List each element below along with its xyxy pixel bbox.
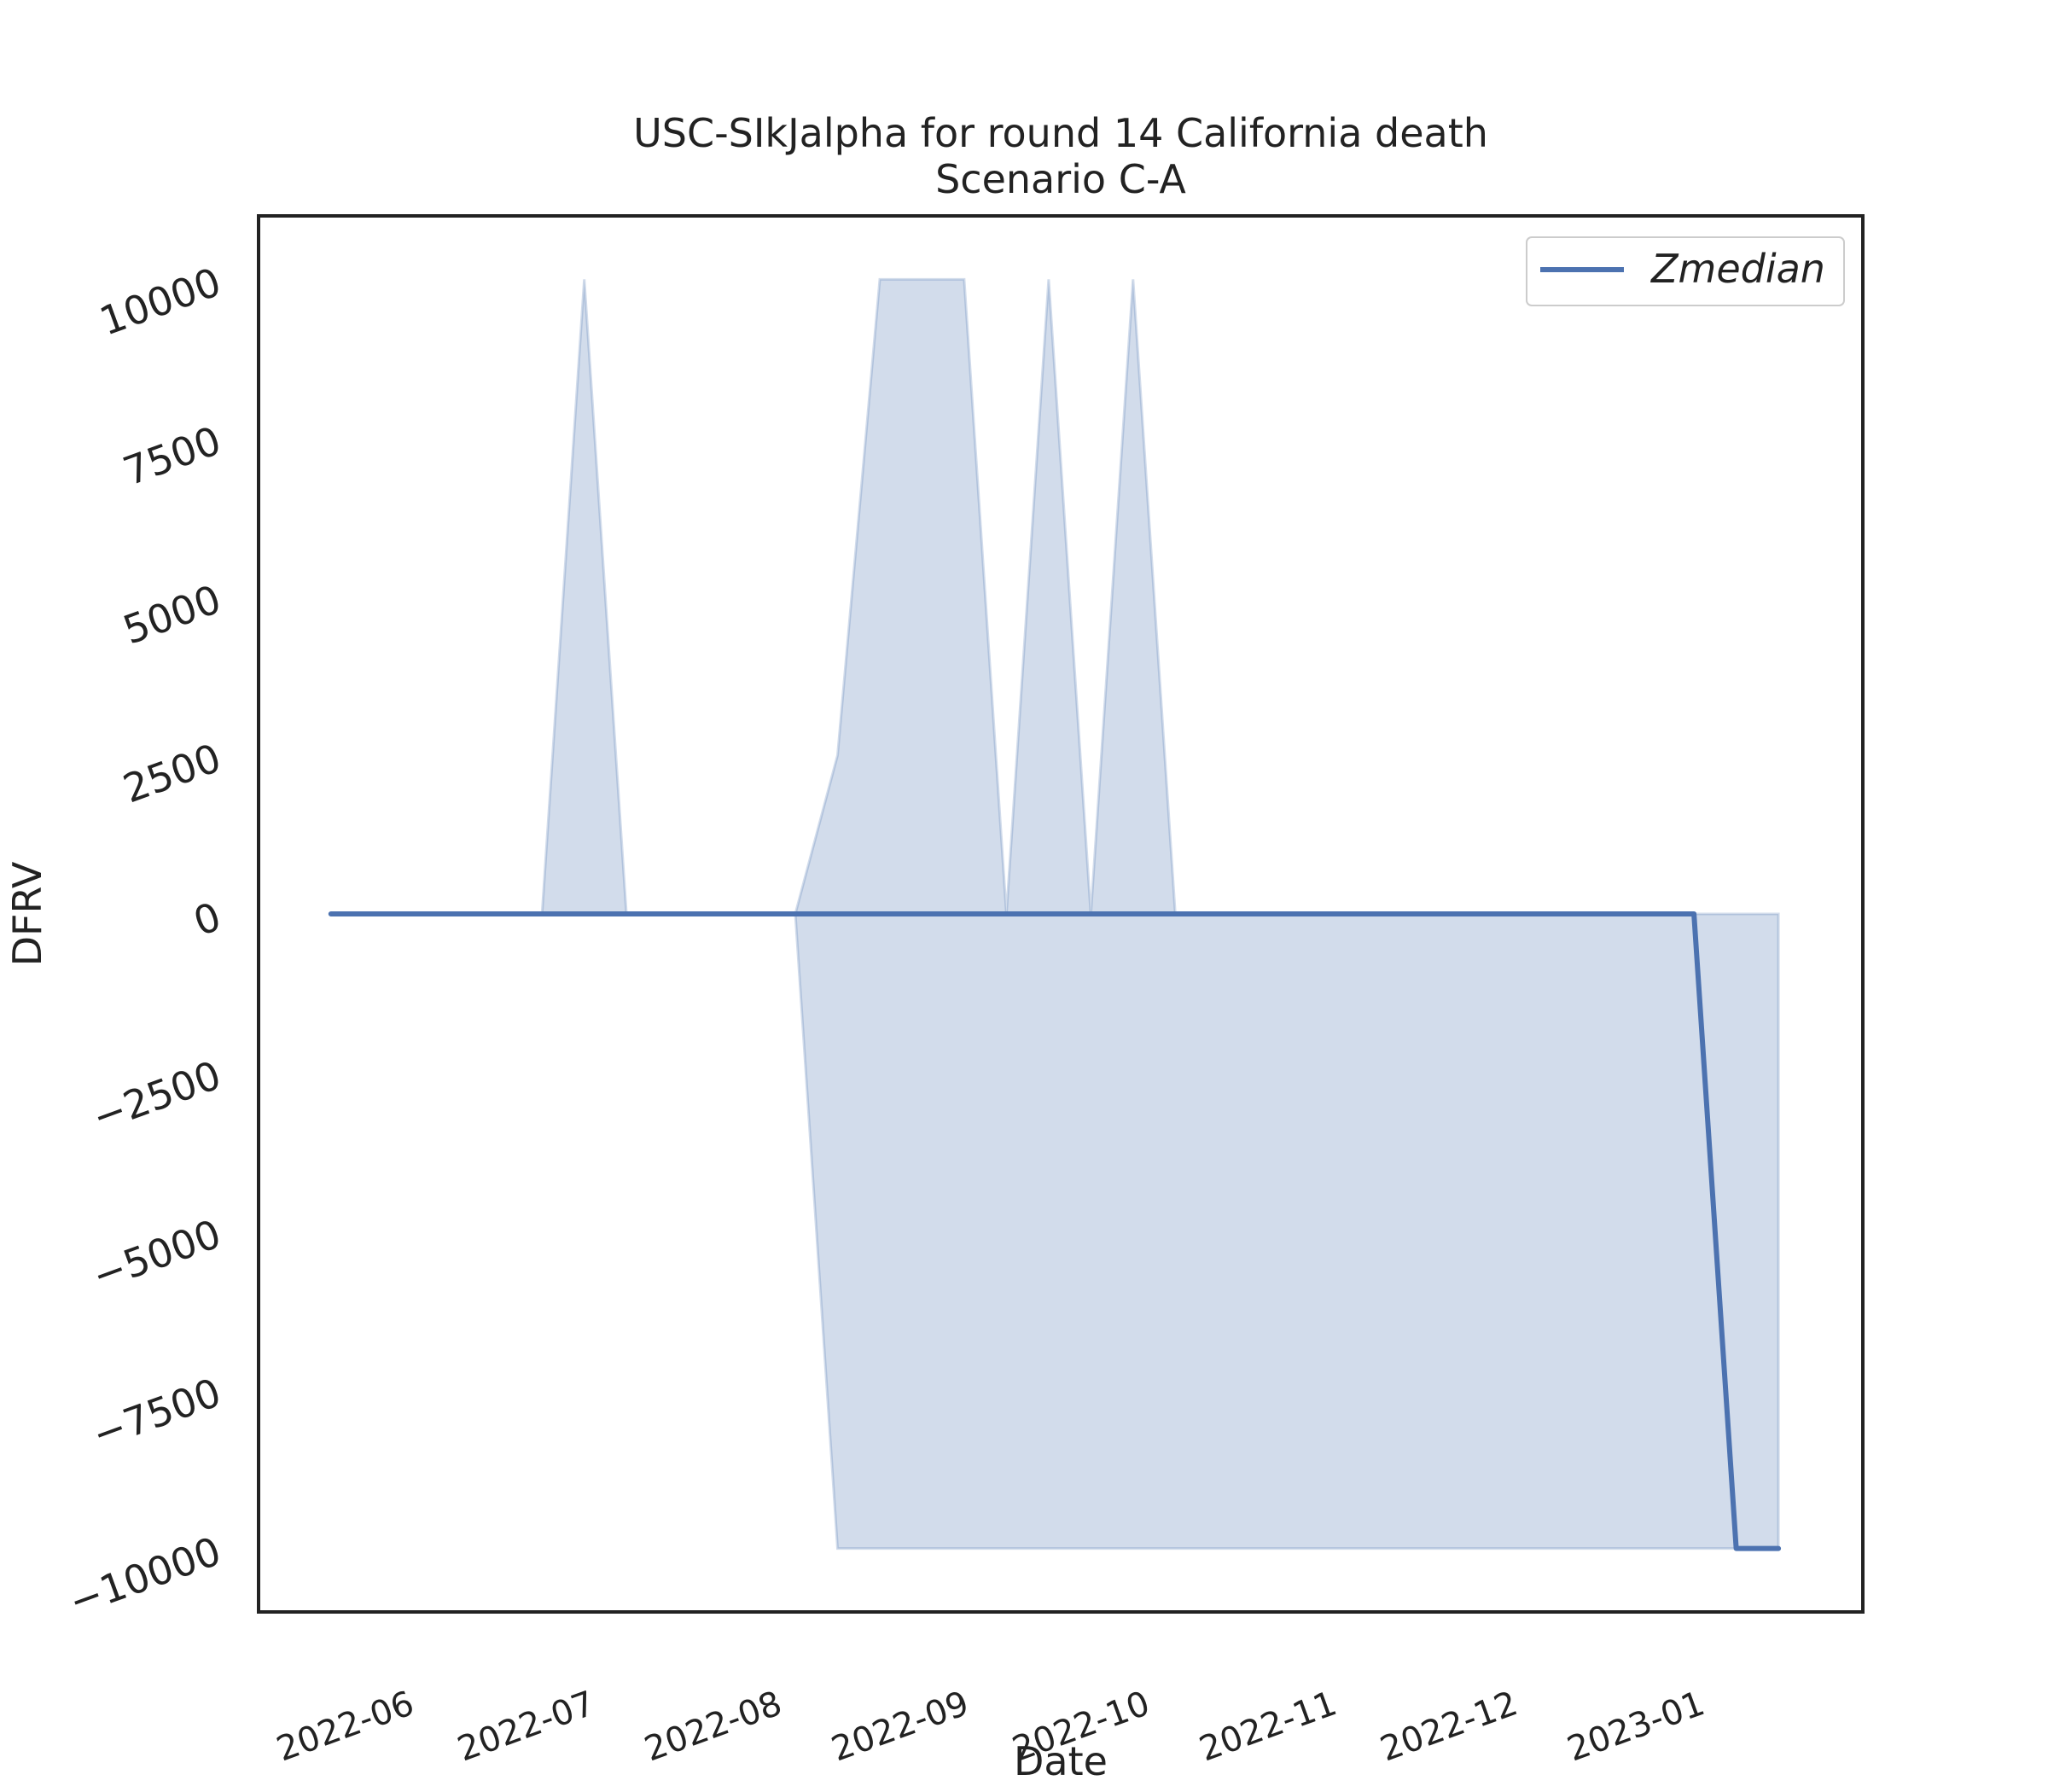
y-tick-label: −10000 [63, 1527, 227, 1625]
y-tick-label: −7500 [86, 1369, 227, 1457]
legend: Zmedian [1526, 236, 1845, 306]
y-axis-ticks: −10000 −7500 −5000 −2500 0 2500 5000 7500 10000 [63, 259, 227, 1625]
x-tick-label: 2023-01 [1562, 1684, 1710, 1769]
y-tick-label: 2500 [117, 735, 226, 812]
x-tick-label: 2022-08 [639, 1684, 787, 1769]
y-tick-label: 5000 [117, 576, 226, 654]
legend-label-zmedian: Zmedian [1649, 246, 1825, 292]
series-line-zmedian [328, 911, 1782, 1551]
y-tick-label: 0 [188, 893, 227, 945]
chart-title: USC-SIkJalpha for round 14 California de… [633, 110, 1488, 156]
plot-frame [257, 214, 1865, 1614]
x-axis-ticks: 2022-06 2022-07 2022-08 2022-09 2022-10 2022-… [271, 1684, 1709, 1769]
series-lines [328, 911, 1782, 1551]
y-tick-label: −5000 [86, 1210, 227, 1299]
y-tick-label: 10000 [94, 259, 227, 345]
x-axis-label: Date [1014, 1738, 1108, 1784]
y-tick-label: −2500 [86, 1052, 227, 1141]
chart-subtitle: Scenario C-A [935, 156, 1186, 202]
x-tick-label: 2022-12 [1376, 1684, 1523, 1769]
x-tick-label: 2022-06 [271, 1684, 419, 1769]
legend-box [1526, 236, 1845, 306]
x-tick-label: 2022-07 [452, 1684, 600, 1769]
y-axis-label: DFRV [4, 861, 50, 966]
x-tick-label: 2022-11 [1195, 1684, 1342, 1769]
y-tick-label: 7500 [117, 417, 226, 495]
x-tick-label: 2022-09 [827, 1684, 975, 1769]
